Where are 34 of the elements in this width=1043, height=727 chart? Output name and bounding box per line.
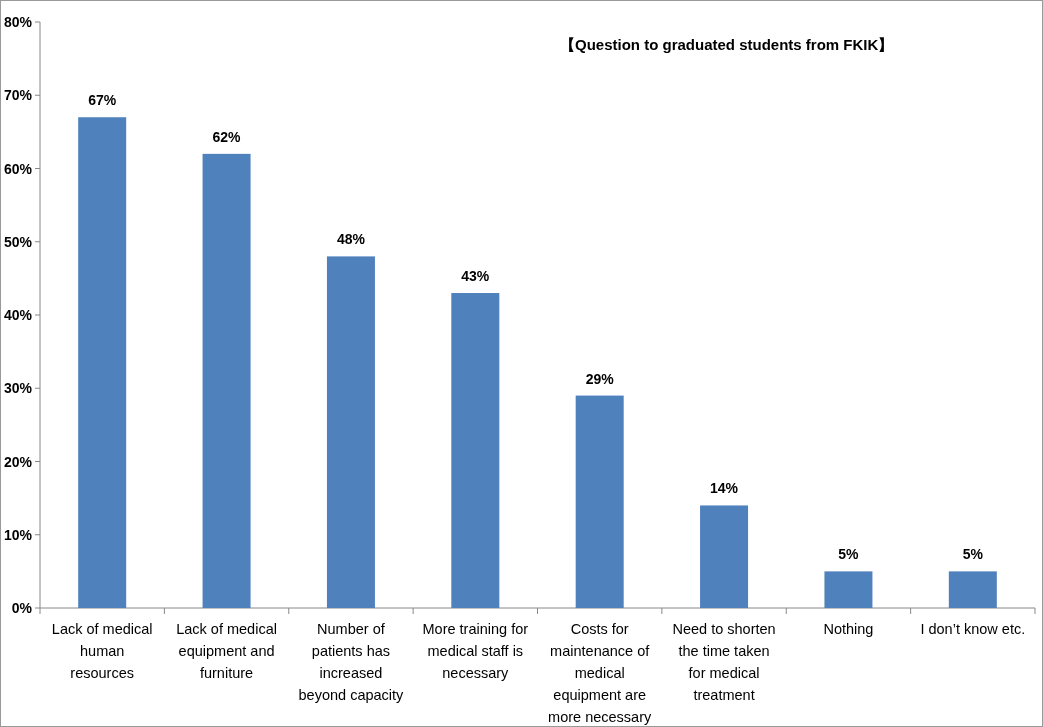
bar [700, 505, 749, 608]
x-tick-label: Lack of medical equipment and furniture [175, 620, 278, 683]
y-tick-label: 80% [3, 14, 33, 30]
data-label: 62% [212, 128, 242, 145]
y-tick-label: 10% [3, 526, 33, 543]
x-tick-label: Nothing [822, 620, 875, 639]
x-tick-label: Lack of medical human resources [50, 620, 154, 683]
bar [948, 571, 997, 608]
data-label: 67% [88, 92, 117, 109]
annotation: 【Question to graduated students from FKIK】 [560, 36, 894, 55]
x-tick-label: Number of patients has increased beyond capacity [297, 620, 405, 705]
bar [575, 395, 624, 608]
x-tick-label: Need to shorten the time taken for medical treatment [671, 620, 777, 705]
bar [451, 293, 500, 608]
bar [78, 117, 127, 608]
y-tick-label: 70% [3, 87, 33, 104]
x-tick-label: Costs for maintenance of medical equipment are more necessary [547, 620, 653, 727]
x-tick-label: More training for medical staff is necessary [421, 620, 530, 683]
y-tick-label: 40% [3, 307, 33, 323]
y-tick-label: 50% [3, 233, 33, 250]
y-tick-label: 20% [3, 453, 33, 470]
bar [202, 153, 251, 608]
data-label: 48% [336, 231, 366, 248]
y-tick-label: 60% [3, 160, 33, 177]
y-tick-label: 0% [11, 600, 33, 616]
y-tick-label: 30% [3, 380, 33, 397]
data-label: 14% [710, 480, 739, 497]
data-label: 29% [585, 370, 615, 387]
data-label: 5% [838, 546, 860, 563]
x-tick-label: I don’t know etc. [919, 620, 1027, 639]
bar [326, 256, 375, 608]
data-label: 5% [962, 546, 984, 563]
bar [824, 571, 873, 608]
data-label: 43% [461, 268, 490, 285]
